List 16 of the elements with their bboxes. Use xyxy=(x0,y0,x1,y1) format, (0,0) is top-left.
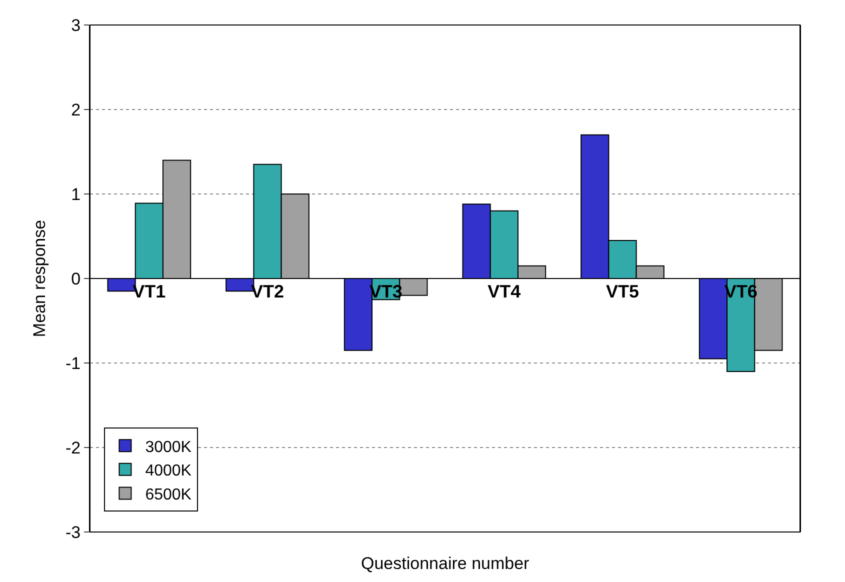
y-tick-label: 1 xyxy=(71,184,81,204)
y-tick-label: 0 xyxy=(71,269,81,288)
x-tick-label: VT2 xyxy=(250,282,284,302)
y-axis-title: Mean response xyxy=(30,220,50,338)
legend-label: 3000K xyxy=(145,438,192,456)
y-tick-label: -2 xyxy=(65,438,81,458)
x-axis-title: Questionnaire number xyxy=(361,554,530,573)
legend-label: 4000K xyxy=(145,462,192,480)
y-tick-label: -3 xyxy=(65,522,81,542)
y-tick-label: -1 xyxy=(65,354,81,373)
x-tick-label: VT5 xyxy=(606,282,640,302)
y-tick-label: 3 xyxy=(71,16,81,35)
x-tick-label: VT4 xyxy=(488,282,521,302)
y-tick-label: 2 xyxy=(71,100,81,120)
legend-label: 6500K xyxy=(145,486,192,504)
x-tick-label: VT1 xyxy=(132,282,166,302)
